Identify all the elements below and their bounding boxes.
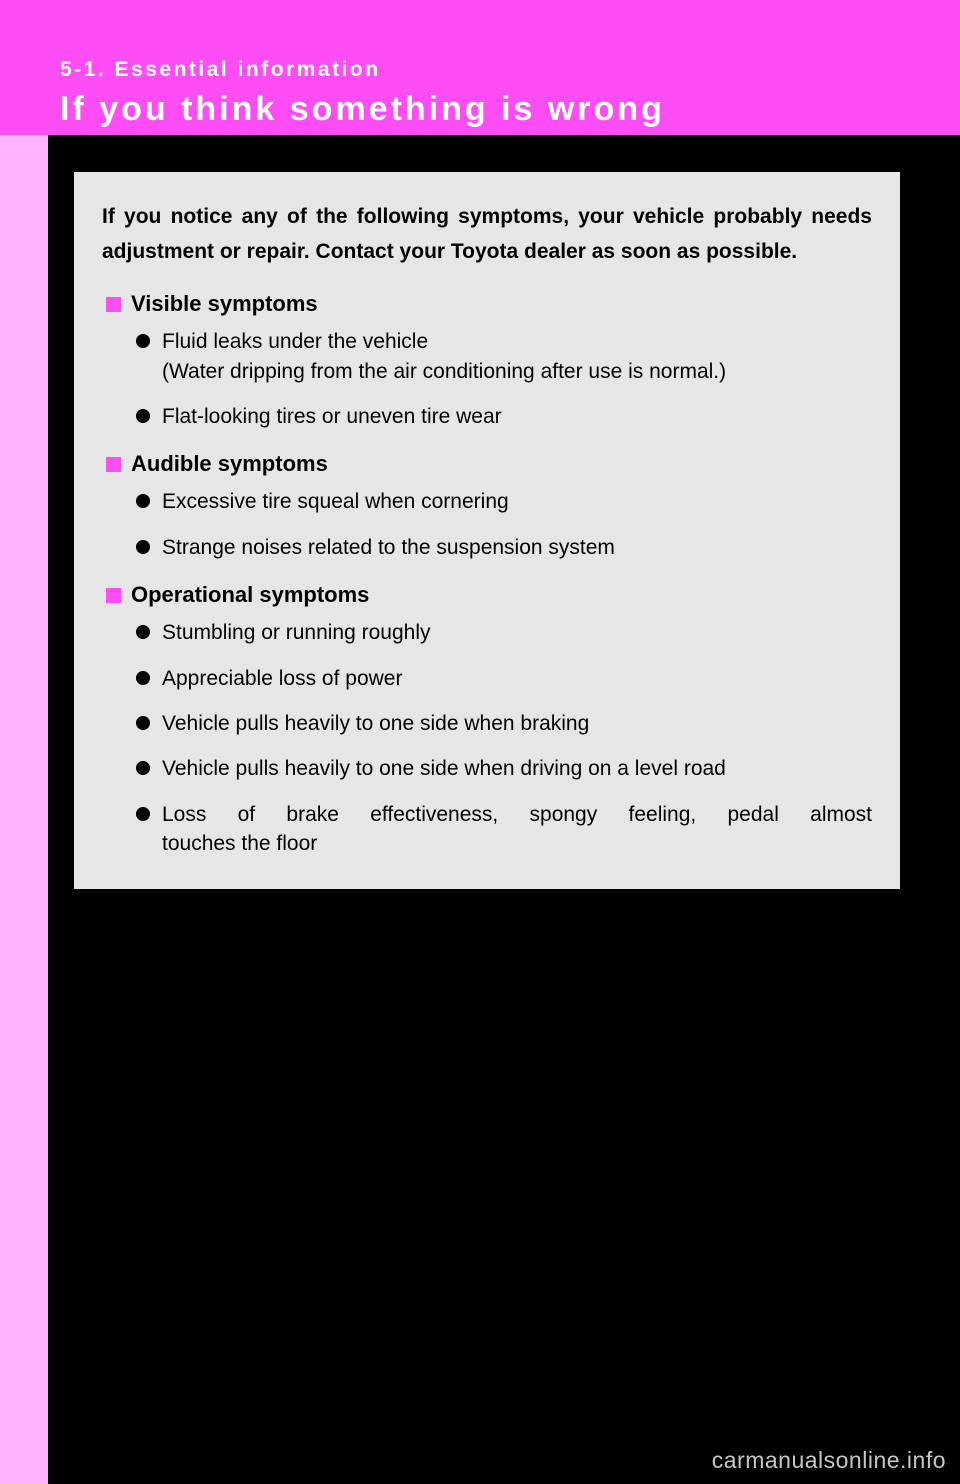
circle-bullet-icon xyxy=(136,334,150,348)
section-label: 5-1. Essential information xyxy=(60,58,960,82)
item-text: Appreciable loss of power xyxy=(162,664,872,693)
left-stripe xyxy=(0,135,48,1484)
list-item: Vehicle pulls heavily to one side when d… xyxy=(102,754,872,783)
list-item: Loss of brake effectiveness, spongy feel… xyxy=(102,800,872,859)
group-heading-label: Operational symptoms xyxy=(131,582,369,608)
item-text: touches the floor xyxy=(162,829,872,858)
group-heading-audible: Audible symptoms xyxy=(106,451,872,477)
item-text: (Water dripping from the air conditionin… xyxy=(162,357,872,386)
item-text: Fluid leaks under the vehicle xyxy=(162,327,872,356)
group-heading-visible: Visible symptoms xyxy=(106,291,872,317)
item-text: Flat-looking tires or uneven tire wear xyxy=(162,402,872,431)
circle-bullet-icon xyxy=(136,625,150,639)
item-text: Stumbling or running roughly xyxy=(162,618,872,647)
circle-bullet-icon xyxy=(136,761,150,775)
list-item: Flat-looking tires or uneven tire wear xyxy=(102,402,872,431)
group-heading-label: Visible symptoms xyxy=(131,291,318,317)
list-item: Strange noises related to the suspension… xyxy=(102,533,872,562)
circle-bullet-icon xyxy=(136,409,150,423)
list-item: Vehicle pulls heavily to one side when b… xyxy=(102,709,872,738)
list-item: Stumbling or running roughly xyxy=(102,618,872,647)
page-root: 5-1. Essential information If you think … xyxy=(0,0,960,1484)
list-item: Fluid leaks under the vehicle (Water dri… xyxy=(102,327,872,386)
page-header: 5-1. Essential information If you think … xyxy=(0,0,960,135)
item-text: Vehicle pulls heavily to one side when d… xyxy=(162,754,872,783)
circle-bullet-icon xyxy=(136,540,150,554)
square-bullet-icon xyxy=(106,588,121,603)
circle-bullet-icon xyxy=(136,494,150,508)
watermark-text: carmanualsonline.info xyxy=(712,1447,946,1474)
group-heading-operational: Operational symptoms xyxy=(106,582,872,608)
list-item: Appreciable loss of power xyxy=(102,664,872,693)
circle-bullet-icon xyxy=(136,671,150,685)
item-text: Excessive tire squeal when cornering xyxy=(162,487,872,516)
item-text: Loss of brake effectiveness, spongy feel… xyxy=(162,800,872,829)
square-bullet-icon xyxy=(106,297,121,312)
list-item: Excessive tire squeal when cornering xyxy=(102,487,872,516)
intro-text: If you notice any of the following sympt… xyxy=(102,200,872,269)
circle-bullet-icon xyxy=(136,807,150,821)
circle-bullet-icon xyxy=(136,716,150,730)
item-text: Strange noises related to the suspension… xyxy=(162,533,872,562)
item-text: Vehicle pulls heavily to one side when b… xyxy=(162,709,872,738)
group-heading-label: Audible symptoms xyxy=(131,451,328,477)
content-box: If you notice any of the following sympt… xyxy=(74,172,900,889)
page-title: If you think something is wrong xyxy=(60,90,960,129)
square-bullet-icon xyxy=(106,457,121,472)
